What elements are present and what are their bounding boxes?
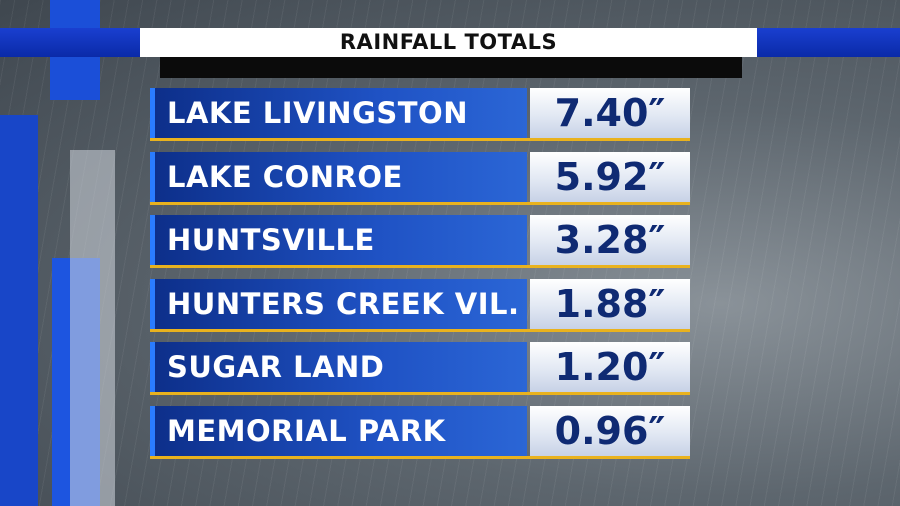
rainfall-total: 3.28″ xyxy=(530,215,690,265)
row-underline xyxy=(150,392,690,395)
rainfall-total: 7.40″ xyxy=(530,88,690,138)
title-band xyxy=(0,28,140,57)
row-underline xyxy=(150,138,690,141)
location-name: LAKE CONROE xyxy=(150,151,527,202)
rainfall-total: 5.92″ xyxy=(530,151,690,202)
table-row: LAKE CONROE 5.92″ xyxy=(150,151,690,205)
table-row: LAKE LIVINGSTON 7.40″ xyxy=(150,88,690,141)
deco-bar xyxy=(0,115,38,506)
rainfall-total: 0.96″ xyxy=(530,405,690,456)
table-row: HUNTSVILLE 3.28″ xyxy=(150,215,690,268)
row-underline xyxy=(150,328,690,332)
deco-bar xyxy=(70,150,115,506)
location-name: HUNTERS CREEK VIL. xyxy=(150,278,527,329)
location-name: MEMORIAL PARK xyxy=(150,405,527,456)
table-row: SUGAR LAND 1.20″ xyxy=(150,342,690,395)
title-shadow-bar xyxy=(160,57,742,78)
location-name: LAKE LIVINGSTON xyxy=(150,88,527,138)
rainfall-total: 1.88″ xyxy=(530,278,690,329)
table-row: HUNTERS CREEK VIL. 1.88″ xyxy=(150,278,690,332)
table-row: MEMORIAL PARK 0.96″ xyxy=(150,405,690,459)
title: RAINFALL TOTALS xyxy=(140,28,757,57)
location-name: HUNTSVILLE xyxy=(150,215,527,265)
row-underline xyxy=(150,265,690,268)
location-name: SUGAR LAND xyxy=(150,342,527,392)
title-band xyxy=(757,28,900,57)
rainfall-total: 1.20″ xyxy=(530,342,690,392)
row-underline xyxy=(150,201,690,205)
row-underline xyxy=(150,455,690,459)
